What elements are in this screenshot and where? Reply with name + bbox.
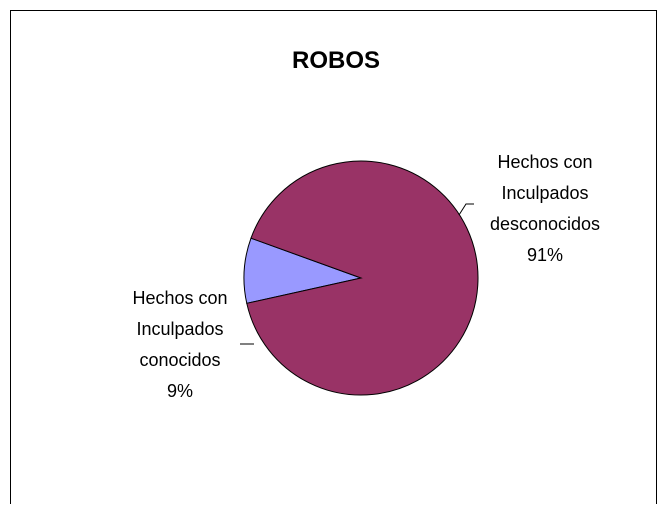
- pie-slices: [243, 160, 479, 396]
- leader-lines: [240, 203, 474, 345]
- pie-slice-1: [246, 160, 479, 396]
- data-labels: Hechos con Inculpados conocidos 9% Hechos co…: [132, 152, 600, 401]
- leader-line-1: [458, 203, 474, 216]
- data-label-name-1: Inculpados: [501, 183, 588, 203]
- data-label-name-0: Inculpados: [136, 319, 223, 339]
- data-label-percent-1: 91%: [527, 245, 563, 265]
- chart-title: ROBOS: [292, 47, 380, 74]
- data-label-name-0: conocidos: [139, 350, 220, 370]
- data-label-name-0: Hechos con: [132, 288, 227, 308]
- data-label-name-1: desconocidos: [490, 214, 600, 234]
- data-label-name-1: Hechos con: [497, 152, 592, 172]
- data-label-percent-0: 9%: [167, 381, 193, 401]
